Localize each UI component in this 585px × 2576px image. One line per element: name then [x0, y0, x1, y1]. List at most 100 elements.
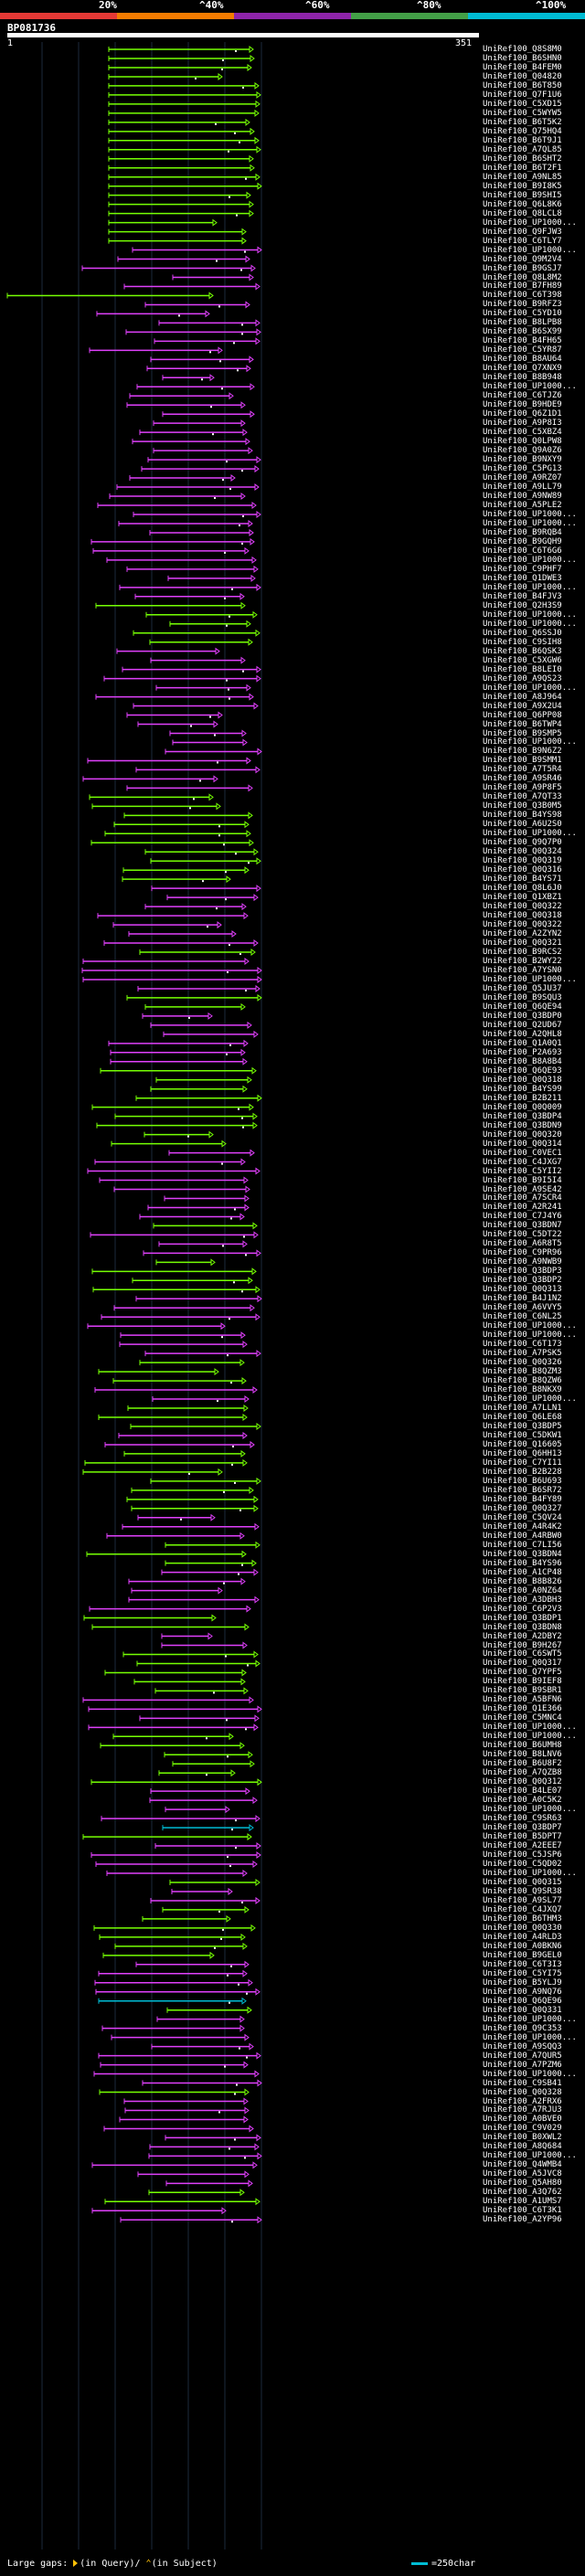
hit-label[interactable]: UniRef100_A8J964	[483, 692, 562, 702]
hit-label[interactable]: UniRef100_B6U8F2	[483, 1759, 562, 1769]
hit-label[interactable]: UniRef100_C5YII2	[483, 1166, 562, 1176]
hit-label[interactable]: UniRef100_Q0Q328	[483, 2087, 562, 2097]
hit-label[interactable]: UniRef100_Q9M2V4	[483, 254, 562, 264]
hit-label[interactable]: UniRef100_Q75HQ4	[483, 126, 562, 136]
hit-label[interactable]: UniRef100_Q0Q009	[483, 1102, 562, 1112]
hit-label[interactable]: UniRef100_B8QZM3	[483, 1367, 562, 1377]
hit-label[interactable]: UniRef100_Q1XBZ1	[483, 893, 562, 903]
hit-label[interactable]: UniRef100_Q0Q316	[483, 865, 562, 875]
hit-label[interactable]: UniRef100_B6SHT2	[483, 154, 562, 164]
hit-label[interactable]: UniRef100_C5YD10	[483, 309, 562, 319]
hit-label[interactable]: UniRef100_Q0Q319	[483, 856, 562, 866]
hit-label[interactable]: UniRef100_C0VEC1	[483, 1148, 562, 1158]
hit-label[interactable]: UniRef100_Q1A0Q1	[483, 1038, 562, 1048]
hit-label[interactable]: UniRef100_B9IEF8	[483, 1677, 562, 1687]
hit-label[interactable]: UniRef100_UP1000...	[483, 974, 577, 984]
hit-label[interactable]: UniRef100_B2WY22	[483, 957, 562, 966]
hit-label[interactable]: UniRef100_UP1000...	[483, 245, 577, 255]
hit-label[interactable]: UniRef100_B8QZW6	[483, 1376, 562, 1386]
hit-label[interactable]: UniRef100_Q8L8M2	[483, 272, 562, 282]
hit-label[interactable]: UniRef100_Q6QE93	[483, 1065, 562, 1076]
hit-label[interactable]: UniRef100_C6TLY7	[483, 236, 562, 246]
hit-label[interactable]: UniRef100_A5BFN6	[483, 1695, 562, 1705]
hit-label[interactable]: UniRef100_UP1000...	[483, 555, 577, 565]
hit-label[interactable]: UniRef100_B9GQH9	[483, 536, 562, 546]
hit-label[interactable]: UniRef100_A2YP96	[483, 2215, 562, 2225]
hit-label[interactable]: UniRef100_B6T5K2	[483, 117, 562, 127]
hit-label[interactable]: UniRef100_Q1E366	[483, 1704, 562, 1714]
hit-label[interactable]: UniRef100_Q7YPF5	[483, 1668, 562, 1678]
hit-label[interactable]: UniRef100_C5XBZ4	[483, 428, 562, 438]
hit-label[interactable]: UniRef100_UP1000...	[483, 518, 577, 528]
hit-label[interactable]: UniRef100_B6U693	[483, 1476, 562, 1486]
hit-label[interactable]: UniRef100_UP1000...	[483, 610, 577, 620]
hit-label[interactable]: UniRef100_Q9SR38	[483, 1886, 562, 1896]
hit-label[interactable]: UniRef100_A2FRX6	[483, 2096, 562, 2106]
hit-label[interactable]: UniRef100_A9LL79	[483, 482, 562, 493]
hit-label[interactable]: UniRef100_Q0Q313	[483, 1285, 562, 1295]
hit-label[interactable]: UniRef100_A7QT33	[483, 792, 562, 802]
hit-label[interactable]: UniRef100_C7LI56	[483, 1540, 562, 1550]
hit-label[interactable]: UniRef100_B8B948	[483, 373, 562, 383]
hit-label[interactable]: UniRef100_A9SL77	[483, 1895, 562, 1905]
hit-label[interactable]: UniRef100_A9NW89	[483, 492, 562, 502]
hit-label[interactable]: UniRef100_B2B211	[483, 1093, 562, 1103]
hit-label[interactable]: UniRef100_Q5JU37	[483, 983, 562, 993]
hit-label[interactable]: UniRef100_B9H267	[483, 1640, 562, 1650]
hit-label[interactable]: UniRef100_Q0Q327	[483, 1503, 562, 1513]
hit-label[interactable]: UniRef100_B8LNV6	[483, 1750, 562, 1760]
hit-label[interactable]: UniRef100_UP1000...	[483, 582, 577, 592]
hit-label[interactable]: UniRef100_C6NL25	[483, 1312, 562, 1322]
hit-label[interactable]: UniRef100_B4LE07	[483, 1786, 562, 1797]
hit-label[interactable]: UniRef100_Q5AH80	[483, 2178, 562, 2189]
hit-label[interactable]: UniRef100_Q3BDP4	[483, 1111, 562, 1121]
hit-label[interactable]: UniRef100_C6T398	[483, 291, 562, 301]
hit-label[interactable]: UniRef100_Q0LPW8	[483, 437, 562, 447]
hit-label[interactable]: UniRef100_A9QS23	[483, 673, 562, 684]
hit-label[interactable]: UniRef100_A6R8T5	[483, 1239, 562, 1249]
hit-label[interactable]: UniRef100_Q6Z1D1	[483, 409, 562, 419]
hit-label[interactable]: UniRef100_A7RJU3	[483, 2105, 562, 2115]
hit-label[interactable]: UniRef100_A9NWB9	[483, 1257, 562, 1267]
hit-label[interactable]: UniRef100_P2A693	[483, 1047, 562, 1057]
hit-label[interactable]: UniRef100_B4FEM0	[483, 62, 562, 72]
hit-label[interactable]: UniRef100_Q3B0M5	[483, 801, 562, 811]
hit-label[interactable]: UniRef100_UP1000...	[483, 2032, 577, 2042]
hit-label[interactable]: UniRef100_B6TWP4	[483, 719, 562, 729]
hit-label[interactable]: UniRef100_A7LLN1	[483, 1404, 562, 1414]
hit-label[interactable]: UniRef100_Q0Q320	[483, 1129, 562, 1140]
hit-label[interactable]: UniRef100_C5DT22	[483, 1230, 562, 1240]
hit-label[interactable]: UniRef100_UP1000...	[483, 217, 577, 228]
hit-label[interactable]: UniRef100_A9NQ76	[483, 1987, 562, 1997]
hit-label[interactable]: UniRef100_B9GSJ7	[483, 263, 562, 273]
hit-label[interactable]: UniRef100_B4YS96	[483, 1558, 562, 1568]
hit-label[interactable]: UniRef100_Q3BDP3	[483, 1267, 562, 1277]
hit-label[interactable]: UniRef100_B8NKX9	[483, 1385, 562, 1395]
hit-label[interactable]: UniRef100_Q3BDN8	[483, 1622, 562, 1632]
hit-label[interactable]: UniRef100_UP1000...	[483, 1805, 577, 1815]
hit-label[interactable]: UniRef100_C6SWT5	[483, 1649, 562, 1659]
hit-label[interactable]: UniRef100_A7QZB8	[483, 1768, 562, 1778]
hit-label[interactable]: UniRef100_UP1000...	[483, 1732, 577, 1742]
hit-label[interactable]: UniRef100_B4YS71	[483, 875, 562, 885]
hit-label[interactable]: UniRef100_A2ZYN2	[483, 929, 562, 939]
hit-label[interactable]: UniRef100_Q6QE94	[483, 1002, 562, 1012]
hit-label[interactable]: UniRef100_B0XWL2	[483, 2133, 562, 2143]
hit-label[interactable]: UniRef100_C5DKW1	[483, 1430, 562, 1440]
hit-label[interactable]: UniRef100_B9I8K5	[483, 181, 562, 191]
hit-label[interactable]: UniRef100_B8LEI0	[483, 664, 562, 674]
hit-label[interactable]: UniRef100_Q0Q318	[483, 1075, 562, 1085]
hit-label[interactable]: UniRef100_UP1000...	[483, 2069, 577, 2079]
hit-label[interactable]: UniRef100_A7PZM6	[483, 2060, 562, 2070]
hit-label[interactable]: UniRef100_C4JXG7	[483, 1157, 562, 1167]
hit-label[interactable]: UniRef100_C5MNC4	[483, 1713, 562, 1723]
hit-label[interactable]: UniRef100_Q16605	[483, 1439, 562, 1449]
hit-label[interactable]: UniRef100_Q6SSJ0	[483, 628, 562, 638]
hit-label[interactable]: UniRef100_Q0Q314	[483, 1139, 562, 1149]
hit-label[interactable]: UniRef100_UP1000...	[483, 737, 577, 747]
hit-label[interactable]: UniRef100_B6THM3	[483, 1913, 562, 1924]
hit-label[interactable]: UniRef100_B9N6Z2	[483, 747, 562, 757]
hit-label[interactable]: UniRef100_B6T850	[483, 80, 562, 90]
hit-label[interactable]: UniRef100_B9HDE9	[483, 400, 562, 410]
hit-label[interactable]: UniRef100_B6QSK3	[483, 646, 562, 656]
